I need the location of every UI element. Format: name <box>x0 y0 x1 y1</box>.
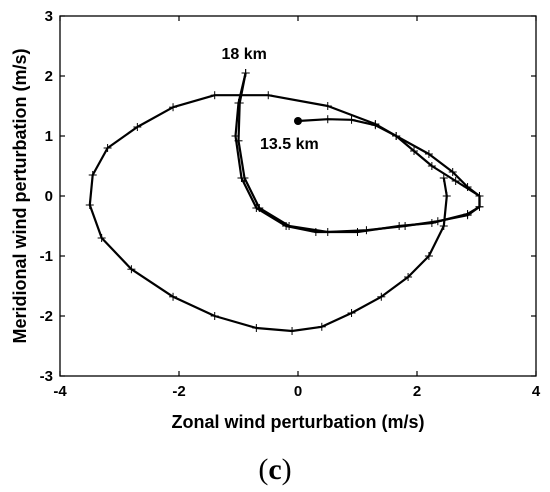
series-1-point-15 <box>424 150 433 158</box>
series-1-point-38 <box>442 192 451 200</box>
series-1-point-19 <box>264 91 273 100</box>
series-1-point-2 <box>231 132 240 140</box>
series-1-point-33 <box>347 309 356 317</box>
annotation-layer: 18 km 13.5 km <box>221 46 318 153</box>
series-1-point-32 <box>317 322 326 331</box>
series-1-point-23 <box>103 144 112 152</box>
y-tick-label-5: -2 <box>40 308 53 325</box>
series-1-point-16 <box>392 132 401 140</box>
series-1-point-17 <box>371 120 380 128</box>
series-line-1 <box>88 72 481 333</box>
series-1-point-4 <box>252 204 261 212</box>
y-axis-label: Meridional wind perturbation (m/s) <box>10 48 30 343</box>
series-1-point-25 <box>85 201 94 209</box>
series-1-point-12 <box>475 192 484 200</box>
axis-ticks: -4 -2 0 2 4 3 2 1 0 -1 -2 -3 <box>40 8 541 400</box>
series-1-point-36 <box>424 252 433 260</box>
series-1-point-29 <box>210 312 219 320</box>
series-1-point-3 <box>237 174 246 182</box>
series-0-point-5 <box>410 147 419 155</box>
series-1-point-9 <box>427 219 436 227</box>
series-1-point-1 <box>234 99 243 107</box>
x-tick-label-1: -2 <box>172 383 185 400</box>
x-axis-label: Zonal wind perturbation (m/s) <box>172 412 425 432</box>
x-tick-label-0: -4 <box>53 383 67 400</box>
series-1-point-6 <box>311 228 320 236</box>
series-1-point-34 <box>377 292 386 301</box>
x-tick-label-3: 2 <box>413 383 421 400</box>
series-1-point-35 <box>404 273 413 281</box>
y-tick-label-6: -3 <box>40 368 53 385</box>
series-1-point-24 <box>88 171 97 179</box>
series-1-point-10 <box>463 210 472 218</box>
series-1-point-18 <box>323 102 332 110</box>
series-1-point-27 <box>127 265 136 274</box>
series-1-point-22 <box>133 123 142 131</box>
series-1-point-39 <box>439 174 448 182</box>
y-tick-label-2: 1 <box>45 128 53 145</box>
x-tick-label-4: 4 <box>532 383 541 400</box>
series-1-point-7 <box>353 228 362 236</box>
series-1-point-0 <box>241 69 250 77</box>
series-1-point-31 <box>288 327 297 335</box>
series-0-start-dot <box>294 117 302 125</box>
series-1-point-28 <box>169 292 178 301</box>
series-1-point-26 <box>97 234 106 242</box>
series-1-point-5 <box>282 222 291 230</box>
series-1-point-37 <box>439 222 448 230</box>
series-1-point-14 <box>448 168 457 176</box>
series-0-point-1 <box>323 115 332 124</box>
series-layer <box>85 69 484 335</box>
annotation-1: 13.5 km <box>260 136 319 153</box>
y-tick-label-0: 3 <box>45 8 53 25</box>
series-1-point-13 <box>463 183 472 191</box>
x-tick-label-2: 0 <box>294 383 302 400</box>
plot-area-frame <box>59 15 537 377</box>
series-0-point-7 <box>451 177 460 185</box>
annotation-0: 18 km <box>221 46 266 63</box>
series-1-point-30 <box>252 324 261 332</box>
series-1-point-20 <box>210 91 219 100</box>
panel-label: (c) <box>258 453 291 486</box>
series-1-point-11 <box>475 202 484 211</box>
series-1-point-21 <box>169 103 178 112</box>
y-tick-label-3: 0 <box>45 188 53 205</box>
y-tick-label-1: 2 <box>45 68 53 85</box>
series-0-point-2 <box>347 115 356 124</box>
y-tick-label-4: -1 <box>40 248 53 265</box>
series-0-point-6 <box>427 162 436 170</box>
series-1-point-8 <box>395 222 404 230</box>
